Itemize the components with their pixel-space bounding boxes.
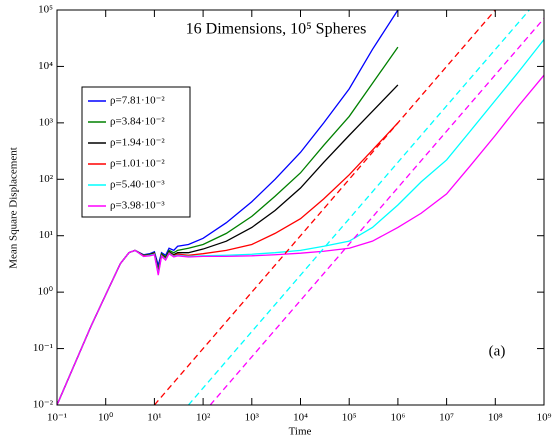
y-axis-label: Mean Square Displacement	[8, 147, 20, 269]
series-line	[57, 74, 544, 405]
y-tick-label: 10³	[39, 116, 54, 128]
x-axis-label: Time	[289, 426, 312, 438]
x-tick-label: 10⁴	[293, 412, 308, 424]
x-tick-label: 10⁸	[488, 412, 503, 424]
legend-label: ρ=7.81·10⁻²	[110, 95, 165, 107]
legend-label: ρ=3.84·10⁻²	[110, 116, 165, 128]
x-tick-label: 10⁻¹	[47, 412, 67, 424]
x-tick-label: 10¹	[147, 412, 161, 424]
chart-title: 16 Dimensions, 10⁵ Spheres	[186, 21, 367, 38]
guide-line	[153, 10, 496, 405]
x-tick-label: 10⁶	[390, 412, 405, 424]
y-tick-label: 10¹	[39, 229, 53, 241]
legend-label: ρ=3.98·10⁻³	[110, 200, 165, 212]
y-tick-label: 10⁰	[38, 286, 54, 298]
legend-label: ρ=5.40·10⁻³	[110, 179, 165, 191]
annotation: (a)	[489, 343, 506, 359]
legend-box	[81, 86, 191, 218]
y-tick-label: 10⁴	[38, 60, 53, 72]
guide-line	[187, 10, 530, 405]
y-tick-label: 10⁵	[38, 4, 53, 16]
legend-label: ρ=1.01·10⁻²	[110, 158, 165, 170]
x-tick-label: 10⁷	[439, 412, 454, 424]
y-tick-label: 10²	[39, 173, 54, 185]
x-tick-label: 10³	[245, 412, 260, 424]
x-tick-label: 10⁵	[342, 412, 357, 424]
guide-line	[209, 17, 544, 405]
plot-lines	[57, 10, 544, 405]
x-tick-label: 10²	[196, 412, 211, 424]
y-tick-label: 10⁻²	[33, 399, 54, 411]
x-tick-label: 10⁰	[98, 412, 114, 424]
y-tick-label: 10⁻¹	[33, 342, 53, 354]
x-tick-label: 10⁹	[537, 412, 552, 424]
legend-label: ρ=1.94·10⁻²	[110, 137, 165, 149]
